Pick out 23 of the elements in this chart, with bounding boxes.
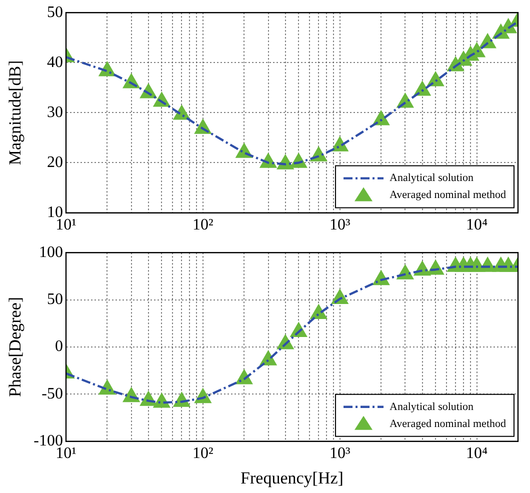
legend-label: Averaged nominal method xyxy=(390,418,506,430)
y-tick-label: 20 xyxy=(47,154,63,171)
y-axis-title: Phase[Degree] xyxy=(6,296,25,398)
x-axis-title: Frequency[Hz] xyxy=(240,468,344,488)
y-tick-label: -50 xyxy=(42,385,63,402)
x-tick-label: 10¹ xyxy=(56,216,77,234)
y-tick-label: 100 xyxy=(39,244,63,261)
x-tick-label: 10³ xyxy=(329,445,350,462)
legend-label: Analytical solution xyxy=(390,172,474,184)
x-tick-label: 10³ xyxy=(329,216,350,234)
legend-label: Averaged nominal method xyxy=(390,189,506,202)
y-tick-label: 40 xyxy=(47,54,63,71)
y-tick-label: 50 xyxy=(47,4,63,21)
x-tick-label: 10² xyxy=(192,445,214,462)
y-tick-label: 50 xyxy=(47,291,63,308)
y-axis-title: Magnitude[dB] xyxy=(6,60,25,166)
x-tick-label: 10¹ xyxy=(56,445,77,462)
x-tick-label: 10² xyxy=(192,216,214,234)
x-tick-label: 10⁴ xyxy=(466,445,488,462)
legend-label: Analytical solution xyxy=(390,400,474,413)
y-tick-label: 0 xyxy=(55,338,63,356)
x-tick-label: 10⁴ xyxy=(466,216,488,234)
y-tick-label: 30 xyxy=(47,104,63,121)
